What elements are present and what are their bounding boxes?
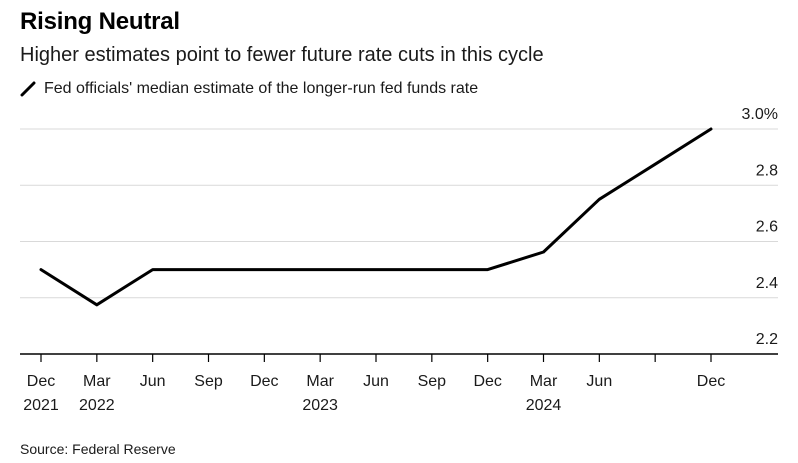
x-tick-label-month: Mar [306,373,334,390]
x-tick-label-year: 2023 [302,397,338,414]
x-tick-label-month: Dec [473,373,501,390]
y-tick-label: 2.4 [756,275,778,292]
x-tick-label-month: Mar [83,373,111,390]
series-line [39,127,713,307]
source-note: Source: Federal Reserve [20,441,176,457]
legend-line-icon [20,81,36,97]
x-tick-label-month: Sep [418,373,447,390]
chart-subtitle: Higher estimates point to fewer future r… [20,44,544,66]
x-tick-label-year: 2024 [526,397,562,414]
x-tick-label-month: Sep [194,373,223,390]
y-tick-label: 2.8 [756,162,778,179]
legend: Fed officials' median estimate of the lo… [20,80,478,98]
legend-label: Fed officials' median estimate of the lo… [44,80,479,97]
x-tick-label-month: Dec [697,373,725,390]
gridlines [20,128,778,299]
x-tick-label-month: Jun [586,373,612,390]
x-tick-label-month: Mar [530,373,558,390]
x-tick-label-year: 2021 [23,397,59,414]
x-tick-label-month: Dec [250,373,278,390]
series-layer [39,127,713,307]
x-tick-label-month: Jun [363,373,389,390]
x-tick-label-month: Jun [140,373,166,390]
x-tick-label-month: Dec [27,373,55,390]
chart-title: Rising Neutral [20,8,180,35]
x-tick-label-year: 2022 [79,397,115,414]
y-axis-labels: 3.0% 2.8 2.6 2.4 2.2 [742,106,779,348]
y-tick-label: 2.2 [756,331,778,348]
y-tick-label: 2.6 [756,219,778,236]
y-tick-label: 3.0% [742,106,778,123]
x-axis-labels: Dec 2021 Mar 2022 Jun Sep Dec Mar 2023 Jun Sep Dec M… [23,373,725,414]
x-axis-ticks [40,354,712,362]
